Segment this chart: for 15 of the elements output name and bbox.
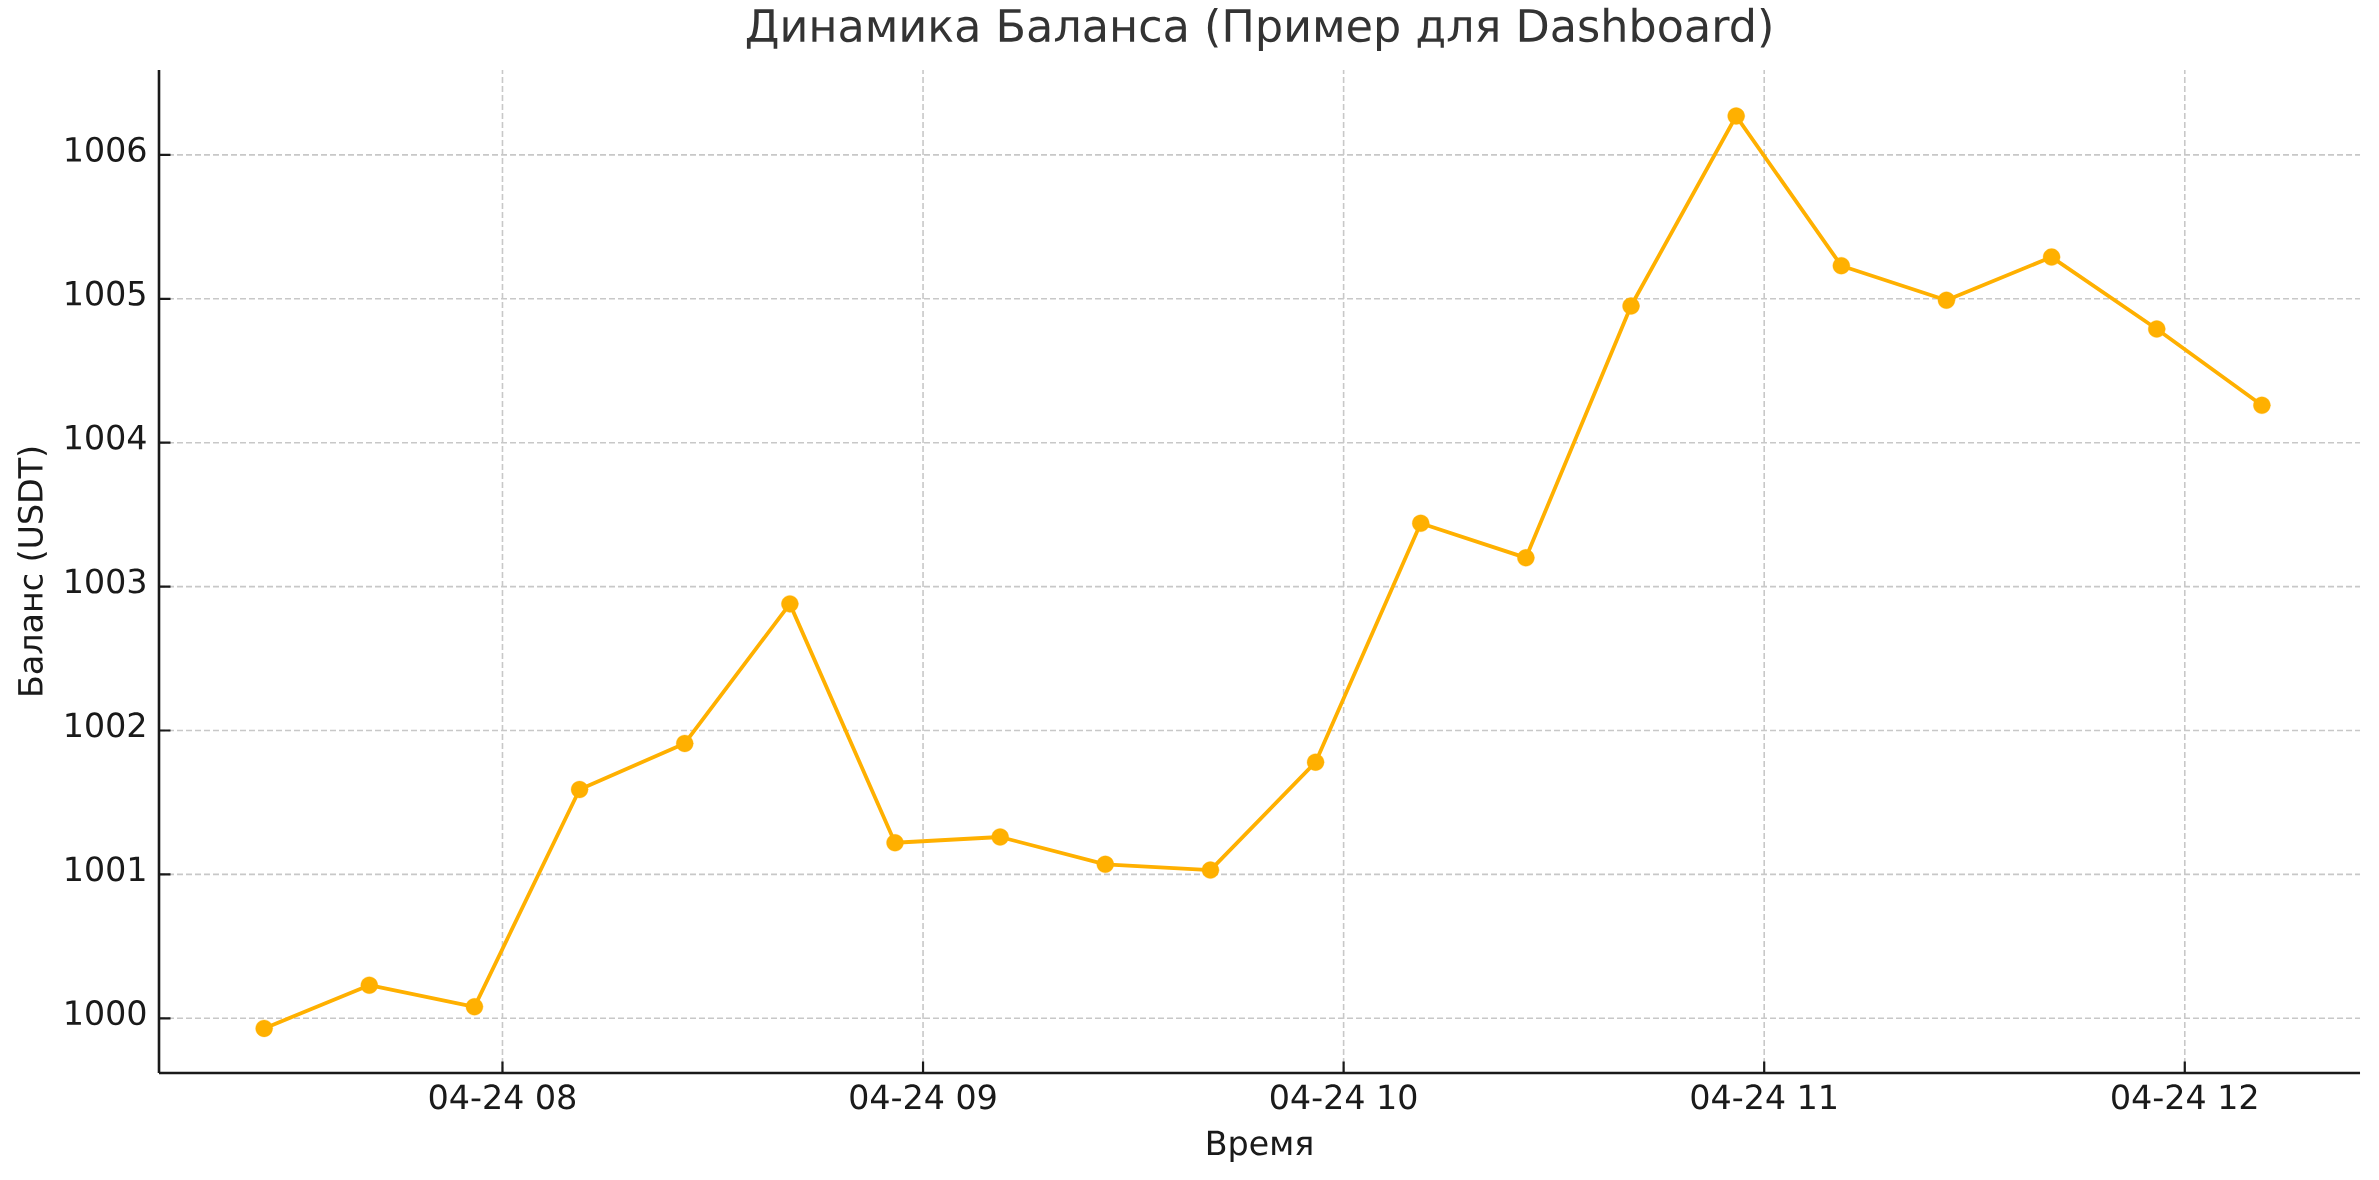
- y-tick-label: 1002: [66, 712, 145, 738]
- x-tick-label: 04-24 10: [1270, 1084, 1417, 1110]
- y-axis-title: Баланс (USDT): [17, 447, 47, 695]
- y-tick-label: 1003: [66, 568, 145, 594]
- y-tick-label: 1001: [66, 856, 145, 882]
- y-tick-label: 1005: [66, 280, 145, 306]
- x-axis-title: Время: [1207, 1130, 1312, 1162]
- x-tick-label: 04-24 12: [2112, 1084, 2257, 1110]
- chart-title: Динамика Баланса (Пример для Dashboard): [746, 7, 1771, 51]
- x-tick-label: 04-24 09: [850, 1084, 996, 1110]
- y-tick-label: 1000: [66, 1000, 146, 1026]
- y-tick-label: 1006: [66, 136, 146, 162]
- x-tick-label: 04-24 08: [429, 1084, 576, 1110]
- x-tick-label: 04-24 11: [1691, 1084, 1836, 1110]
- y-tick-label: 1004: [66, 424, 146, 450]
